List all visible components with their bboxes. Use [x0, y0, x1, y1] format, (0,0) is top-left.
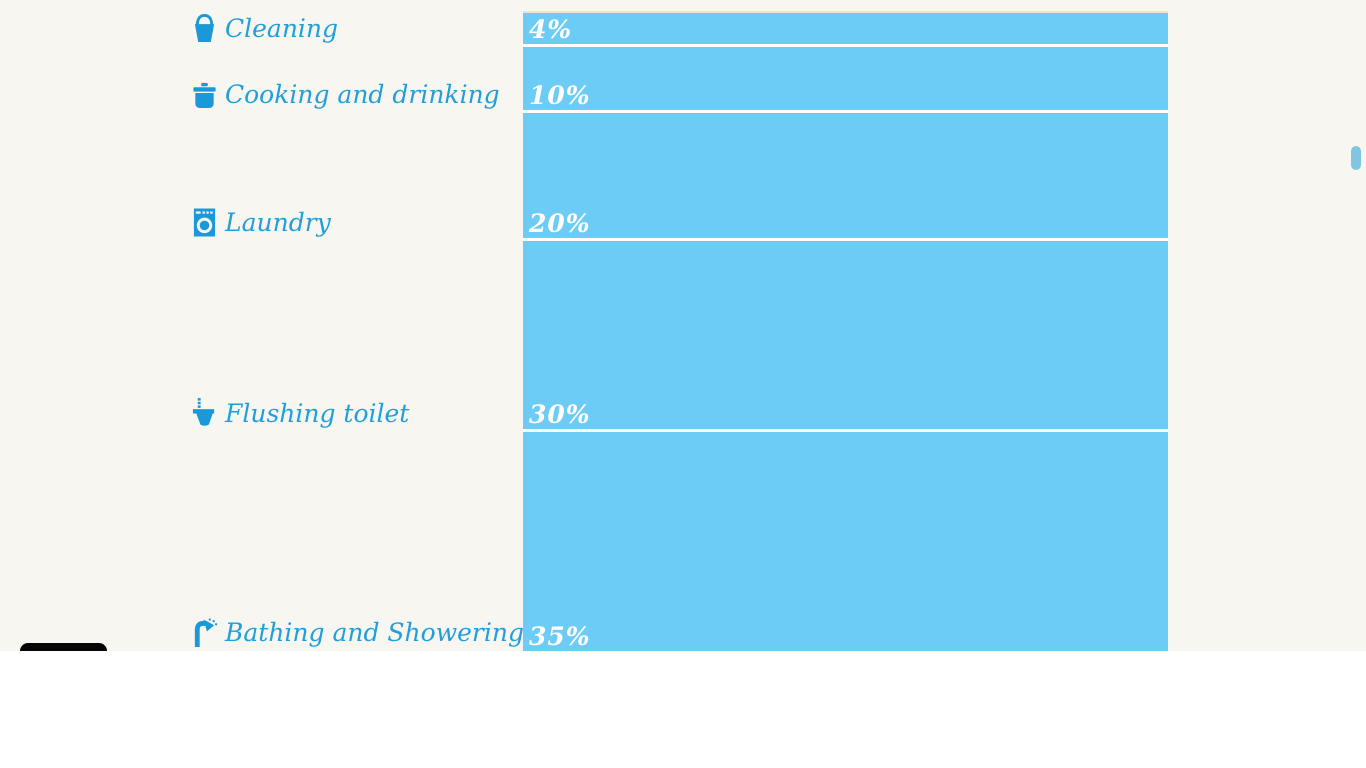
- category-text: Laundry: [225, 208, 331, 238]
- value-label: 4%: [529, 14, 573, 44]
- bar-segment: 30%: [523, 241, 1168, 429]
- bar-cell: 10%: [523, 47, 1168, 113]
- scrollbar-thumb[interactable]: [1351, 146, 1361, 170]
- chart-row: Laundry 20%: [0, 113, 1168, 241]
- category-label: Bathing and Showering: [0, 432, 524, 651]
- value-label: 20%: [529, 208, 591, 238]
- bar-cell: 35%: [523, 432, 1168, 651]
- shower-icon: [191, 617, 218, 648]
- chart-rows: Cleaning 4% Cooking and drinking 10% Lau…: [0, 13, 1168, 651]
- bar-cell: 20%: [523, 113, 1168, 241]
- cropped-black-box: [20, 643, 107, 651]
- cooking-pot-icon: [191, 79, 218, 110]
- category-label: Flushing toilet: [0, 241, 523, 432]
- value-label: 30%: [529, 399, 591, 429]
- bar-segment: 20%: [523, 113, 1168, 238]
- bar-cell: 4%: [523, 13, 1168, 47]
- chart-row: Cooking and drinking 10%: [0, 47, 1168, 113]
- bar-segment: 4%: [523, 13, 1168, 44]
- chart-row: Flushing toilet 30%: [0, 241, 1168, 432]
- category-label: Cleaning: [0, 13, 523, 47]
- bar-cell: 30%: [523, 241, 1168, 432]
- bar-separator: [523, 110, 1168, 113]
- value-label: 35%: [529, 621, 591, 651]
- bar-separator: [523, 429, 1168, 432]
- category-text: Bathing and Showering: [225, 618, 524, 648]
- category-text: Flushing toilet: [225, 399, 410, 429]
- category-text: Cleaning: [225, 14, 339, 44]
- category-label: Cooking and drinking: [0, 47, 523, 113]
- chart-canvas: Cleaning 4% Cooking and drinking 10% Lau…: [0, 0, 1366, 651]
- chart-row: Bathing and Showering 35%: [0, 432, 1168, 651]
- category-label: Laundry: [0, 113, 523, 241]
- bar-separator: [523, 44, 1168, 47]
- bar-segment: 10%: [523, 47, 1168, 110]
- bar-separator: [523, 238, 1168, 241]
- bucket-icon: [191, 13, 218, 44]
- value-label: 10%: [529, 80, 591, 110]
- category-text: Cooking and drinking: [225, 80, 500, 110]
- water-usage-chart: Cleaning 4% Cooking and drinking 10% Lau…: [0, 11, 1168, 651]
- chart-row: Cleaning 4%: [0, 13, 1168, 47]
- toilet-icon: [191, 398, 218, 429]
- chart-top-border: [523, 11, 1168, 13]
- bar-segment: 35%: [523, 432, 1168, 651]
- washing-machine-icon: [191, 207, 218, 238]
